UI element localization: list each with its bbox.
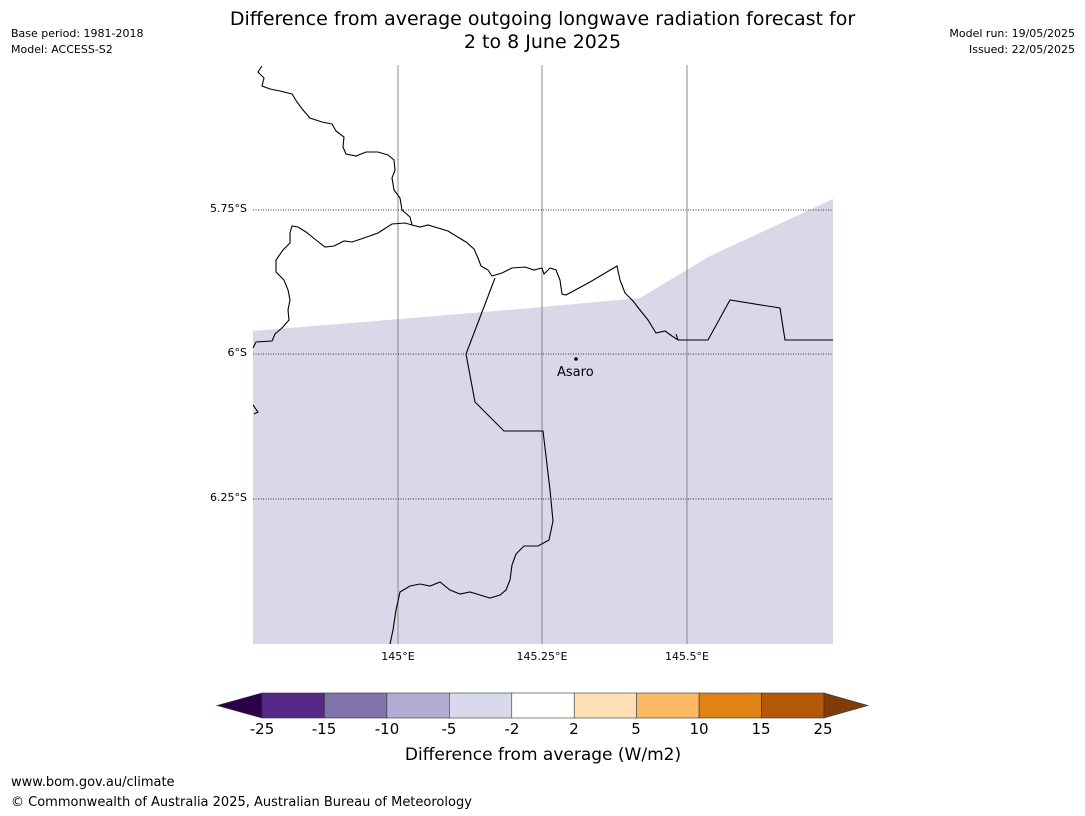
colorbar-segment [511, 692, 575, 719]
colorbar-tick: 2 [569, 720, 579, 738]
longitude-label-145-5e: 145.5°E [665, 650, 709, 663]
colorbar-title: Difference from average (W/m2) [404, 745, 682, 765]
colorbar-segment [386, 692, 450, 719]
province-boundary-edge-fragment [252, 404, 259, 415]
colorbar-tick: -2 [504, 720, 520, 738]
colorbar-tick: 15 [751, 720, 771, 738]
latitude-label-5-75s: 5.75°S [210, 202, 247, 215]
metadata-left: Base period: 1981-2018 Model: ACCESS-S2 [11, 26, 143, 58]
model-run-text: Model run: 19/05/2025 [949, 27, 1075, 40]
province-boundary-northwest [252, 65, 413, 349]
colorbar-tick: 25 [813, 720, 833, 738]
base-period-text: Base period: 1981-2018 [11, 27, 144, 40]
longitude-label-145e: 145°E [381, 650, 415, 663]
colorbar-tick: 10 [689, 720, 709, 738]
colorbar-segment [698, 692, 762, 719]
footer-copyright: © Commonwealth of Australia 2025, Austra… [11, 795, 472, 810]
footer-url: www.bom.gov.au/climate [11, 775, 175, 790]
issued-text: Issued: 22/05/2025 [968, 43, 1075, 56]
colorbar-segment [761, 692, 825, 719]
colorbar-tick: 5 [631, 720, 641, 738]
colorbar-tick: -10 [374, 720, 400, 738]
place-label-asaro: Asaro [557, 365, 594, 380]
map-title: Difference from average outgoing longwav… [150, 8, 935, 54]
title-line-2: 2 to 8 June 2025 [463, 31, 622, 53]
colorbar-tick: -25 [249, 720, 275, 738]
longitude-label-145-25e: 145.25°E [516, 650, 568, 663]
latitude-label-6s: 6°S [227, 346, 247, 359]
colorbar-extension-high [823, 692, 870, 719]
metadata-right: Model run: 19/05/2025 Issued: 22/05/2025 [949, 26, 1075, 58]
colorbar-segment [324, 692, 388, 719]
anomaly-fill-region [253, 199, 833, 644]
colorbar-segment [573, 692, 637, 719]
province-boundary-east-inner [675, 333, 679, 341]
colorbar-extension-low [215, 692, 263, 719]
colorbar-segment [449, 692, 513, 719]
province-boundary-central [411, 224, 833, 341]
asaro-town-marker [574, 357, 578, 361]
colorbar-tick: -15 [311, 720, 337, 738]
model-text: Model: ACCESS-S2 [11, 43, 113, 56]
colorbar-segment [261, 692, 325, 719]
colorbar [215, 692, 870, 719]
colorbar-tick: -5 [441, 720, 457, 738]
colorbar-segment [636, 692, 700, 719]
latitude-label-6-25s: 6.25°S [210, 491, 247, 504]
title-line-1: Difference from average outgoing longwav… [229, 8, 856, 30]
province-boundary-west [389, 277, 554, 645]
